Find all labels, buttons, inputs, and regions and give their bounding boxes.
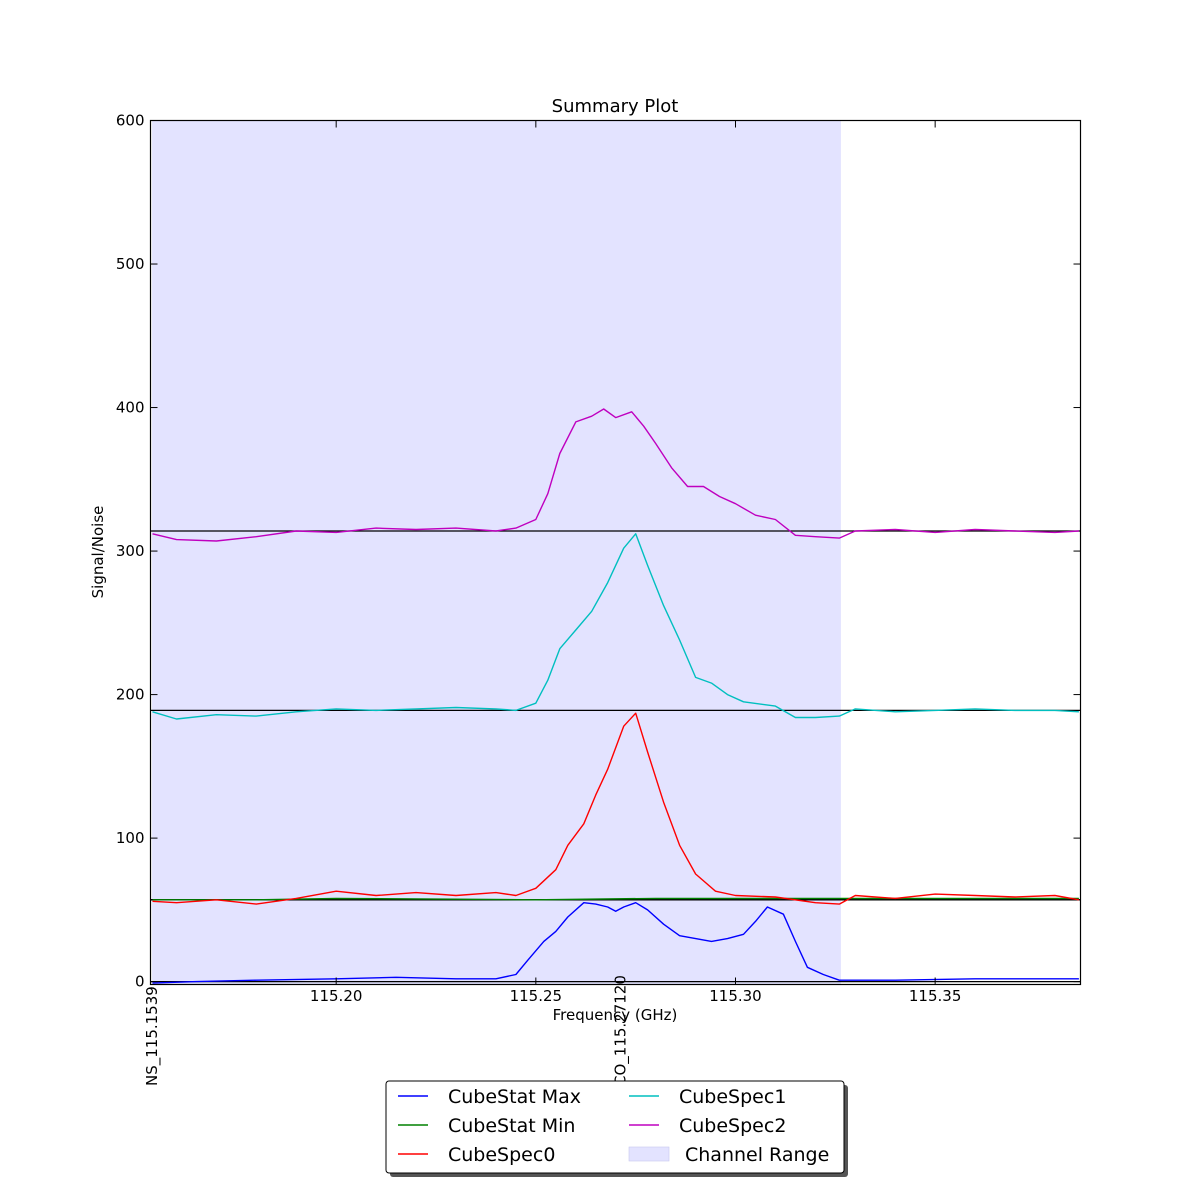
y-tick-label: 0	[135, 973, 145, 991]
legend-label-channel-range: Channel Range	[685, 1144, 829, 1166]
series-line-cubestat-min	[152, 897, 1079, 901]
legend-label-cubespec2: CubeSpec2	[679, 1115, 786, 1137]
legend-box	[385, 1080, 845, 1174]
line-marker-label: CO_115.27120	[611, 975, 630, 1086]
legend-label-cubestat-max: CubeStat Max	[448, 1086, 581, 1108]
legend-label-cubespec0: CubeSpec0	[448, 1144, 555, 1166]
y-tick-label: 500	[116, 255, 145, 273]
legend-label-cubespec1: CubeSpec1	[679, 1086, 786, 1108]
series-line-cubespec0	[152, 712, 1080, 905]
y-tick-label: 300	[116, 542, 145, 560]
x-tick-label: 115.35	[909, 987, 962, 1005]
plot-frame	[149, 119, 1082, 986]
x-tick-label: 115.30	[709, 987, 762, 1005]
series-line-cubestat-max	[152, 902, 1079, 984]
x-tick-label: 115.25	[510, 987, 563, 1005]
series-line-cubespec2	[152, 408, 1079, 542]
legend-label-cubestat-min: CubeStat Min	[448, 1115, 575, 1137]
legend-swatch-channel-range	[628, 1146, 670, 1162]
series-line-cubespec1	[152, 533, 1079, 720]
channel-range-band	[152, 120, 841, 985]
y-tick-label: 200	[116, 686, 145, 704]
y-axis-label: Signal/Noise	[89, 506, 107, 599]
line-marker-label: NS_115.1539	[143, 986, 162, 1086]
x-tick-label: 115.20	[310, 987, 363, 1005]
y-tick-label: 100	[116, 829, 145, 847]
y-tick-label: 400	[116, 399, 145, 417]
legend: CubeStat Max CubeStat Min CubeSpec0 CubeSpe…	[385, 1080, 848, 1177]
x-axis-label: Frequency (GHz)	[553, 1006, 678, 1024]
chart-title: Summary Plot	[552, 96, 679, 117]
y-tick-label: 600	[116, 112, 145, 130]
